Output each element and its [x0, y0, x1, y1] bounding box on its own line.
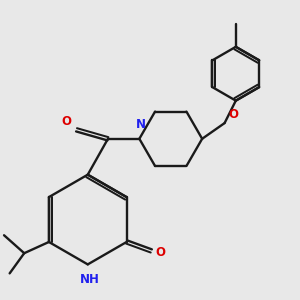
- Text: N: N: [136, 118, 146, 131]
- Text: O: O: [61, 115, 71, 128]
- Text: NH: NH: [80, 273, 100, 286]
- Text: O: O: [156, 246, 166, 259]
- Text: O: O: [228, 108, 238, 121]
